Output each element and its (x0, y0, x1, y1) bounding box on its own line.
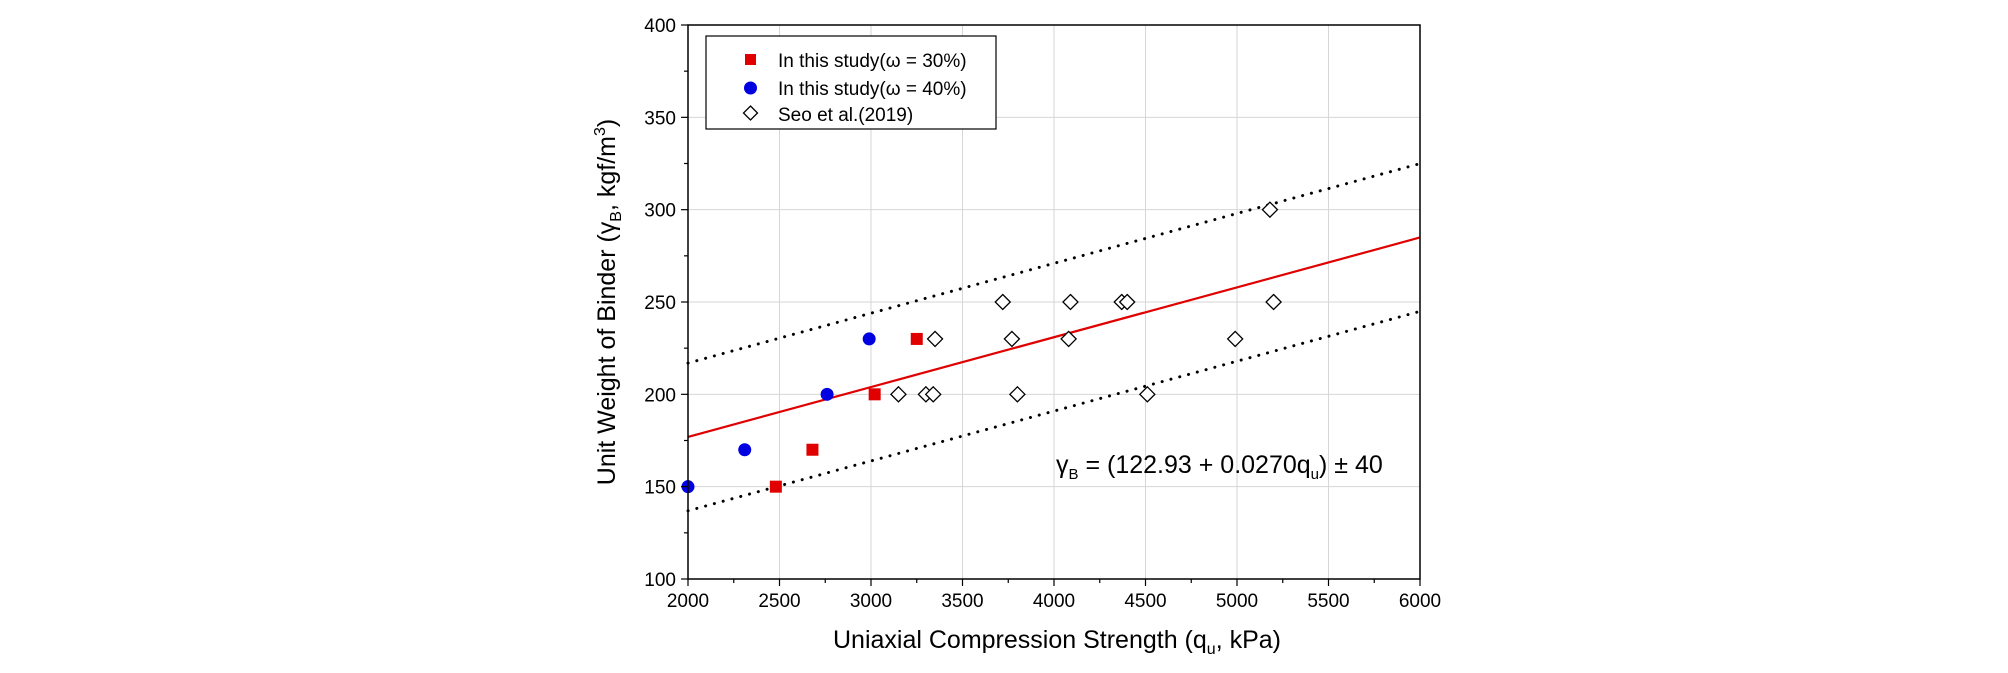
point-series-3 (1008, 385, 1026, 403)
x-tick-label: 4000 (1033, 591, 1075, 612)
point-series-3 (1003, 330, 1021, 348)
eq-lhs-sub: B (1069, 466, 1079, 483)
x-tick-label: 6000 (1399, 591, 1441, 612)
eq-body-sub: u (1311, 466, 1319, 483)
x-tick-label: 2000 (667, 591, 709, 612)
point-series-3 (1062, 293, 1079, 311)
legend-label-series-2: In this study(ω = 40%) (778, 79, 967, 100)
x-tick-label: 3500 (941, 591, 983, 612)
y-axis-title: Unit Weight of Binder (γB, kgf/m3) (592, 119, 625, 485)
point-series-3 (1265, 293, 1283, 311)
upper-band-line (686, 162, 1422, 365)
point-series-2 (820, 387, 834, 401)
point-series-3 (1118, 293, 1136, 311)
eq-lhs: γ (1056, 451, 1069, 479)
y-axis-title-sup: 3 (592, 127, 609, 136)
y-tick-label: 300 (644, 201, 676, 222)
point-series-3 (1226, 330, 1244, 348)
point-series-3 (1060, 330, 1078, 348)
x-axis-title-sub: u (1207, 641, 1216, 658)
point-series-1 (868, 388, 881, 401)
point-series-3 (1261, 201, 1279, 219)
x-axis-title: Uniaxial Compression Strength (qu, kPa) (833, 626, 1281, 658)
y-axis-title-sub: B (608, 211, 625, 222)
legend-label-series-3: Seo et al.(2019) (778, 105, 913, 126)
x-tick-label: 4500 (1124, 591, 1166, 612)
eq-body: = (122.93 + 0.0270q (1079, 451, 1311, 479)
x-tick-label: 3000 (850, 591, 892, 612)
lower-band-line (686, 309, 1422, 513)
point-series-1 (910, 332, 923, 345)
y-axis-title-mid: , kgf/m (593, 136, 621, 211)
point-series-3 (994, 293, 1012, 311)
y-tick-label: 400 (644, 16, 676, 37)
y-axis-title-suffix: ) (593, 119, 621, 127)
point-series-3 (924, 385, 942, 403)
y-tick-label: 200 (644, 385, 676, 406)
point-series-3 (890, 385, 907, 403)
point-series-1 (769, 480, 782, 493)
point-series-3 (1138, 385, 1156, 403)
prediction-band (686, 162, 1422, 513)
y-tick-label: 250 (644, 293, 676, 314)
eq-tail: ) ± 40 (1319, 451, 1383, 479)
y-axis-title-prefix: Unit Weight of Binder (γ (593, 221, 621, 485)
point-series-3 (926, 330, 944, 348)
point-series-1 (806, 443, 819, 456)
tick-labels: 2000 2500 3000 3500 4000 4500 5000 5500 6000 100 1… (644, 16, 1441, 612)
data-points (681, 201, 1283, 494)
fit-line-group (687, 236, 1421, 438)
y-tick-label: 150 (644, 478, 676, 499)
x-axis-title-prefix: Uniaxial Compression Strength (q (833, 626, 1207, 654)
legend-marker-circle (744, 81, 757, 95)
legend-marker-diamond (742, 105, 759, 121)
x-axis-title-suffix: , kPa) (1216, 626, 1281, 654)
legend-label-series-1: In this study(ω = 30%) (778, 51, 967, 72)
point-series-2 (862, 332, 876, 346)
axis-ticks (681, 24, 1421, 586)
x-tick-label: 5000 (1216, 591, 1258, 612)
y-tick-label: 100 (644, 570, 676, 591)
legend: In this study(ω = 30%) In this study(ω =… (705, 35, 997, 130)
fit-line (687, 236, 1421, 438)
grid-lines (687, 24, 1421, 580)
y-tick-label: 350 (644, 108, 676, 129)
legend-marker-square (745, 54, 756, 65)
fit-equation: γB = (122.93 + 0.0270qu) ± 40 (1056, 451, 1383, 483)
x-tick-label: 5500 (1307, 591, 1349, 612)
x-tick-label: 2500 (758, 591, 800, 612)
point-series-2 (738, 443, 752, 457)
